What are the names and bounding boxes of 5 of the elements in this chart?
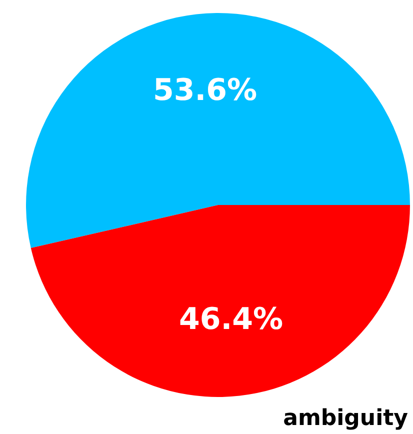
pie-slice (30, 205, 410, 397)
pie-slice (26, 13, 410, 248)
text: ambiguity (283, 406, 408, 431)
data-label: 53.6% (152, 73, 258, 108)
data-label: 46.4% (178, 302, 284, 337)
